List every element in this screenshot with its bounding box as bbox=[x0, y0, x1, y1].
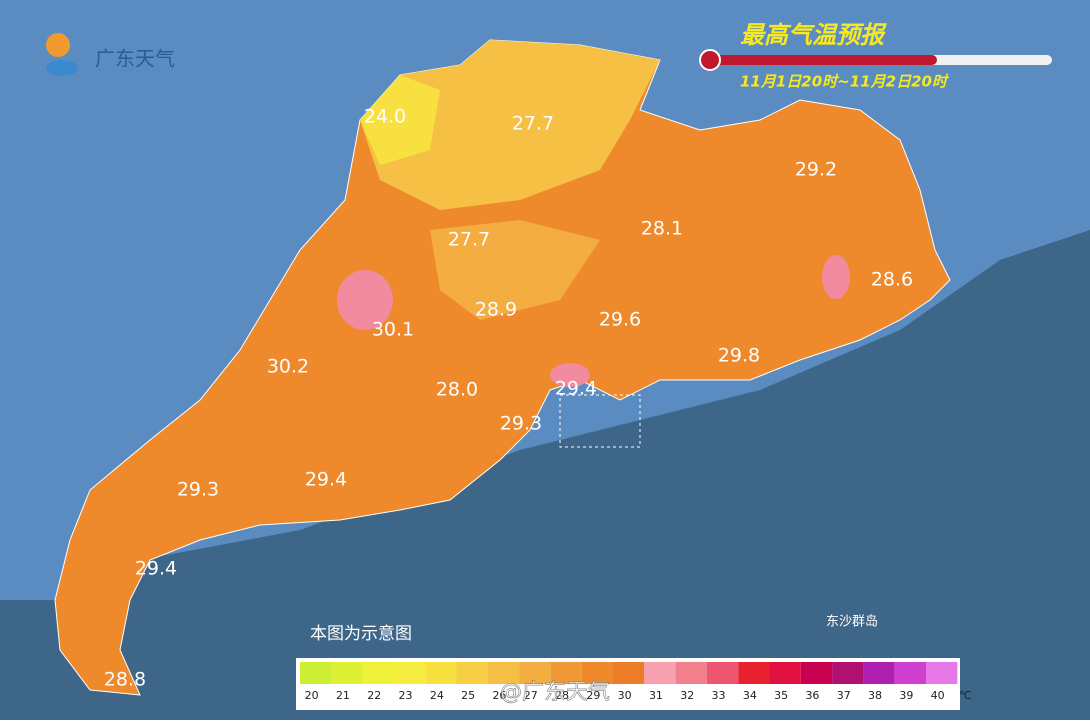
legend-swatch bbox=[863, 662, 895, 684]
legend-tick: 32 bbox=[680, 689, 694, 702]
legend-tick: 30 bbox=[618, 689, 632, 702]
legend-tick: 21 bbox=[336, 689, 350, 702]
logo-icon bbox=[46, 60, 78, 76]
temp-label: 28.0 bbox=[436, 379, 478, 401]
legend-swatch bbox=[550, 662, 582, 684]
legend-tick: 26 bbox=[492, 689, 506, 702]
temp-label: 28.6 bbox=[871, 269, 913, 291]
temp-label: 29.6 bbox=[599, 309, 641, 331]
legend-swatch bbox=[456, 662, 488, 684]
hot-zone bbox=[337, 270, 393, 330]
temp-label: 28.8 bbox=[104, 669, 146, 691]
temp-label: 29.2 bbox=[795, 159, 837, 181]
temp-label: 24.0 bbox=[364, 106, 406, 128]
legend-swatch bbox=[926, 662, 958, 684]
hot-zone bbox=[822, 255, 850, 299]
legend-swatch bbox=[425, 662, 457, 684]
islands-label: 东沙群岛 bbox=[826, 614, 878, 630]
legend-tick: 35 bbox=[774, 689, 788, 702]
legend-swatch bbox=[675, 662, 707, 684]
hot-zone bbox=[550, 363, 590, 387]
temp-label: 29.8 bbox=[718, 345, 760, 367]
legend-tick: 28 bbox=[555, 689, 569, 702]
legend-tick: 36 bbox=[805, 689, 819, 702]
legend-tick: 40 bbox=[931, 689, 945, 702]
legend-swatch bbox=[644, 662, 676, 684]
subtitle: 11月1日20时~11月2日20时 bbox=[740, 73, 950, 91]
legend-swatch bbox=[738, 662, 770, 684]
legend-tick: 29 bbox=[586, 689, 600, 702]
temp-label: 29.4 bbox=[305, 469, 347, 491]
warm-zone bbox=[430, 220, 600, 320]
legend-unit: ℃ bbox=[959, 689, 971, 702]
legend-swatch bbox=[769, 662, 801, 684]
logo-text: 广东天气 bbox=[95, 47, 175, 71]
thermo-fill bbox=[712, 55, 937, 65]
legend-swatch bbox=[519, 662, 551, 684]
temp-label: 27.7 bbox=[512, 113, 554, 135]
legend-swatch bbox=[581, 662, 613, 684]
legend-swatch bbox=[362, 662, 394, 684]
warm-zone bbox=[360, 40, 660, 210]
logo-icon bbox=[46, 33, 70, 57]
temp-label: 29.3 bbox=[177, 479, 219, 501]
watermark: @广东天气 bbox=[500, 680, 610, 705]
legend-tick: 37 bbox=[837, 689, 851, 702]
legend-tick: 39 bbox=[899, 689, 913, 702]
legend: 20 21 22 23 24 25 26 27 28 29 30 31 32 33 34 35 36 37 38 39… bbox=[300, 662, 972, 702]
legend-tick: 24 bbox=[430, 689, 444, 702]
sea bbox=[0, 230, 1090, 720]
legend-swatch bbox=[331, 662, 363, 684]
legend-swatch bbox=[894, 662, 926, 684]
temp-label: 27.7 bbox=[448, 229, 490, 251]
note: 本图为示意图 bbox=[310, 624, 412, 644]
legend-tick: 22 bbox=[367, 689, 381, 702]
thermo-bulb bbox=[699, 49, 721, 71]
legend-tick: 33 bbox=[712, 689, 726, 702]
guangdong bbox=[54, 39, 951, 696]
legend-swatch bbox=[487, 662, 520, 684]
legend-swatch bbox=[300, 662, 332, 684]
legend-swatch bbox=[613, 662, 645, 684]
temp-label: 30.1 bbox=[372, 319, 414, 341]
legend-tick: 20 bbox=[305, 689, 319, 702]
temp-label: 29.4 bbox=[555, 378, 597, 400]
temp-label: 28.9 bbox=[475, 299, 517, 321]
cool-zone bbox=[360, 75, 440, 165]
legend-tick: 25 bbox=[461, 689, 475, 702]
temp-label: 29.4 bbox=[135, 558, 177, 580]
legend-tick: 34 bbox=[743, 689, 757, 702]
legend-tick: 23 bbox=[399, 689, 413, 702]
temp-label: 29.3 bbox=[500, 413, 542, 435]
temp-label: 30.2 bbox=[267, 356, 309, 378]
legend-swatch bbox=[832, 662, 864, 684]
title: 最高气温预报 bbox=[740, 21, 887, 49]
legend-swatch bbox=[706, 662, 739, 684]
labels: 24.0 27.7 29.2 27.7 28.1 28.6 28.9 29.6 30.1 30.2… bbox=[104, 106, 913, 691]
legend-swatch bbox=[393, 662, 426, 684]
legend-tick: 27 bbox=[524, 689, 538, 702]
legend-tick: 38 bbox=[868, 689, 882, 702]
temp-label: 28.1 bbox=[641, 218, 683, 240]
legend-tick: 31 bbox=[649, 689, 663, 702]
legend-swatch bbox=[800, 662, 833, 684]
